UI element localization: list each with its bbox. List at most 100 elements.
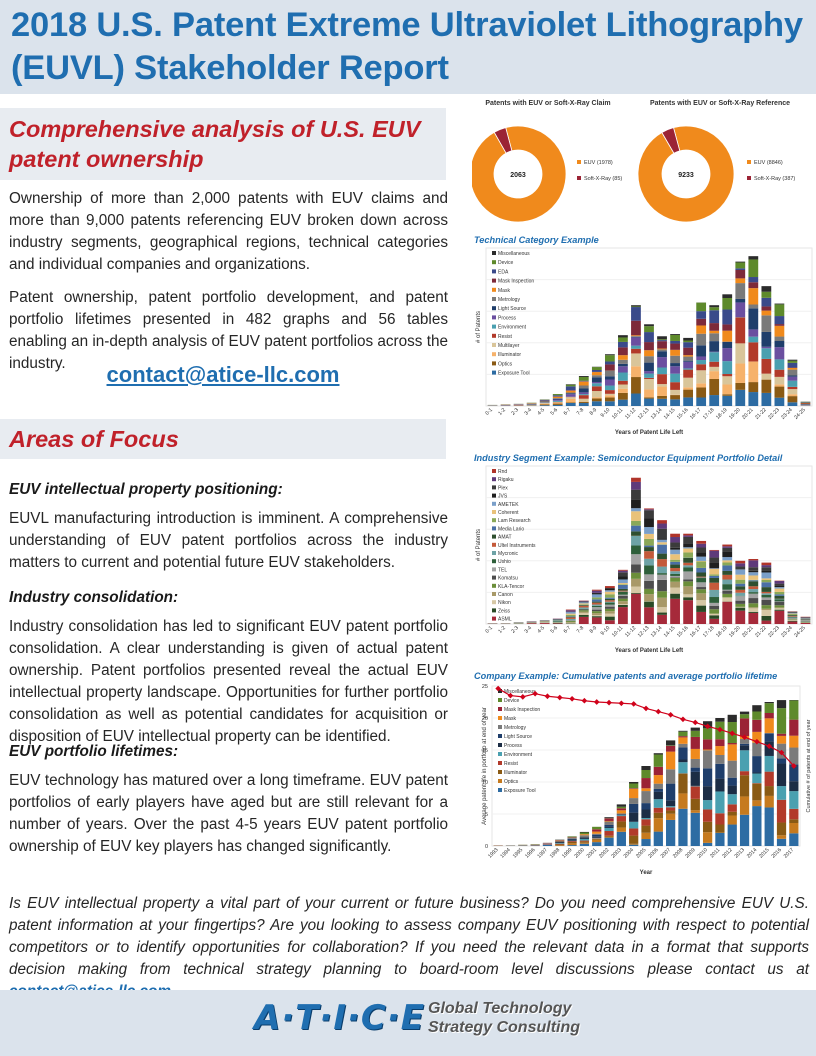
x-tick-label: 2008 (672, 847, 684, 859)
bar-segment (631, 593, 641, 594)
y-tick-label: 10 (482, 780, 488, 786)
bar-segment (618, 372, 628, 381)
bar-segment (604, 395, 615, 398)
legend-swatch (498, 752, 502, 756)
bar-segment (735, 569, 746, 575)
bar-segment (565, 402, 576, 406)
bar-segment (761, 358, 772, 374)
legend-label: Process (504, 743, 523, 749)
donut-slice (637, 125, 735, 223)
bar-segment (618, 601, 628, 605)
bar-segment (579, 835, 590, 838)
bar-segment (776, 758, 787, 764)
bar-segment (644, 362, 654, 372)
bar-segment (748, 612, 759, 624)
x-tick-label: 13-14 (650, 625, 664, 639)
bar-segment (578, 381, 589, 386)
bar-segment (748, 361, 759, 383)
y-axis-label-right: Cumulative # of patents at end of year (806, 719, 812, 812)
bar-segment (735, 262, 746, 269)
legend-swatch (492, 542, 496, 547)
bar-segment (641, 803, 651, 810)
legend-label: Lam Research (498, 518, 531, 524)
bar-segment (653, 831, 663, 846)
bar-segment (722, 294, 733, 299)
legend-swatch (492, 297, 496, 301)
bar-segment (702, 809, 713, 822)
x-tick-label: 22-23 (767, 407, 781, 421)
bar-segment (761, 565, 772, 568)
bar-segment (631, 499, 641, 509)
bar-segment (800, 620, 811, 621)
bar-segment (761, 315, 772, 332)
donut-chart-1: Patents with EUV or Soft-X-Ray Reference… (637, 100, 795, 223)
bar-segment (690, 727, 700, 731)
tagline: Global Technology Strategy Consulting (428, 999, 580, 1037)
bar-segment (653, 788, 663, 792)
bar-segment (727, 811, 737, 816)
bar-segment (657, 523, 667, 529)
bar-segment (670, 355, 680, 364)
bar-segment (735, 606, 746, 608)
bar-segment (578, 388, 589, 393)
bar-segment (604, 594, 615, 598)
x-tick-label: 1995 (512, 847, 524, 859)
bar-segment (722, 546, 733, 548)
bar-segment (683, 600, 694, 624)
bar-segment (774, 610, 785, 624)
bar-segment (702, 749, 713, 751)
legend-label: Light Source (498, 306, 526, 312)
bar-segment (789, 781, 799, 792)
bar-segment (644, 547, 654, 552)
bar-segment (670, 366, 680, 374)
stacked-bar-chart-4: 1993 1994 1995 1996 1997 1998 1999 2000 2001 2002… (482, 684, 812, 876)
bar-segment (761, 582, 772, 588)
bar-segment (578, 604, 589, 605)
bar-segment (578, 608, 589, 610)
bar-segment (565, 390, 576, 393)
bar-segment (764, 771, 774, 787)
bar-segment (653, 818, 663, 832)
bar-segment (761, 597, 772, 600)
legend-swatch (498, 716, 502, 720)
bar-segment (690, 771, 700, 786)
average-life-point (655, 708, 662, 715)
bar-segment (631, 525, 641, 532)
bar-segment (696, 552, 707, 557)
bar-segment (678, 773, 688, 794)
bar-segment (604, 824, 614, 827)
bar-segment (761, 286, 772, 292)
bar-segment (774, 594, 785, 596)
x-tick-label: 2015 (758, 847, 770, 859)
legend-label: Process (498, 315, 517, 321)
bar-segment (735, 586, 746, 590)
legend-swatch (492, 485, 496, 490)
bar-segment (657, 591, 667, 598)
bar-segment (787, 615, 798, 617)
bar-segment (748, 567, 759, 571)
legend-swatch (577, 160, 581, 164)
bar-segment (555, 842, 565, 844)
bar-segment (592, 834, 602, 837)
donut-chart-0: Patents with EUV or Soft-X-Ray Claim 2063… (469, 100, 622, 223)
bar-segment (774, 303, 785, 305)
bar-segment (657, 573, 667, 575)
legend-label: Mask (498, 288, 510, 294)
bar-segment (800, 620, 811, 622)
bar-segment (752, 705, 762, 712)
bar-segment (739, 745, 750, 751)
legend-label: Miscellaneous (504, 689, 536, 695)
bar-segment (722, 324, 733, 331)
legend-label: Mask Inspection (498, 279, 534, 285)
bar-segment (748, 593, 759, 599)
donut-title: Patents with EUV or Soft-X-Ray Claim (485, 100, 610, 107)
donut-center-label: 9233 (678, 172, 694, 179)
contact-link[interactable]: contact@atice-llc.com (106, 362, 340, 387)
bar-segment (657, 341, 667, 349)
bar-segment (604, 597, 615, 599)
bar-segment (748, 256, 759, 260)
focus-text-ip: EUVL manufacturing introduction is immin… (9, 510, 448, 571)
donut-slice (469, 125, 567, 223)
bar-segment (578, 607, 589, 609)
bar-segment (683, 397, 694, 406)
